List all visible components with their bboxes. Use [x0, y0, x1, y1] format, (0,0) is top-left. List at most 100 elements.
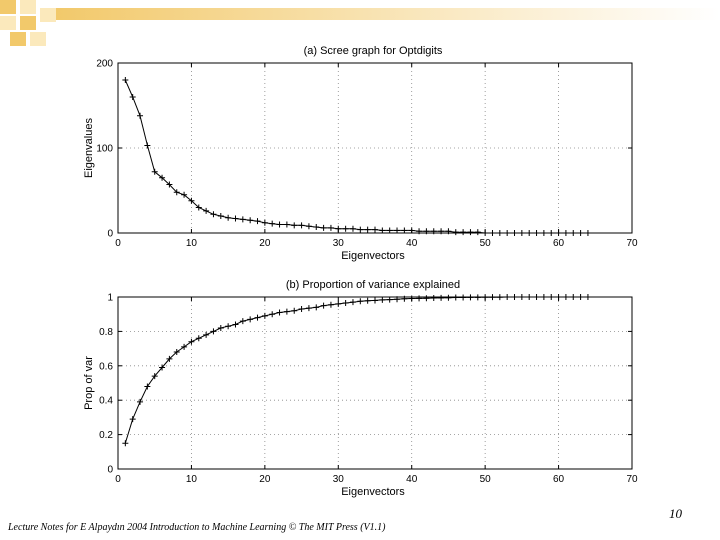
data-point-marker [225, 214, 232, 221]
data-point-marker [416, 228, 423, 235]
data-point-marker [159, 364, 166, 371]
data-point-marker [298, 306, 305, 313]
x-tick-label: 10 [186, 238, 198, 249]
data-point-marker [261, 312, 268, 319]
x-tick-label: 50 [480, 474, 492, 485]
data-point-marker [283, 308, 290, 315]
data-point-marker [327, 224, 334, 231]
decor-square [0, 16, 16, 30]
data-point-marker [129, 416, 136, 423]
x-tick-label: 70 [626, 238, 638, 249]
y-tick-label: 1 [107, 293, 113, 304]
data-point-marker [298, 222, 305, 229]
data-point-marker [533, 294, 540, 300]
x-axis-label: Eigenvectors [341, 486, 405, 498]
decor-square [20, 0, 36, 14]
data-point-marker [526, 230, 533, 236]
x-tick-label: 60 [553, 474, 565, 485]
data-point-marker [217, 213, 224, 219]
data-point-marker [584, 230, 591, 236]
data-point-marker [445, 228, 452, 235]
data-point-marker [401, 227, 408, 234]
scree-graph-chart: 0 10 20 30 40 50 60 70 0 100 200 (a) Scree graph fo… [83, 45, 638, 262]
data-point-marker [408, 295, 415, 302]
data-point-marker [217, 324, 224, 331]
x-tick-label: 20 [259, 474, 271, 485]
chart-title: (b) Proportion of variance explained [286, 279, 460, 291]
data-point-marker [320, 224, 327, 231]
data-point-marker [386, 227, 393, 234]
data-point-marker [159, 174, 166, 181]
data-point-marker [269, 220, 276, 227]
decor-square [10, 32, 26, 46]
data-point-marker [511, 294, 518, 300]
x-tick-label: 40 [406, 474, 418, 485]
data-point-marker [364, 226, 371, 233]
data-point-marker [173, 189, 180, 196]
data-point-marker [232, 215, 239, 222]
data-point-marker [408, 227, 415, 234]
data-point-marker [327, 301, 334, 308]
data-point-marker [555, 294, 562, 300]
x-tick-label: 60 [553, 238, 565, 249]
data-point-marker [401, 295, 408, 302]
data-point-marker [394, 296, 401, 303]
data-point-marker [269, 311, 276, 318]
data-point-marker [474, 229, 481, 236]
decor-square [0, 0, 16, 14]
data-point-marker [489, 294, 496, 301]
data-point-marker [577, 294, 584, 300]
data-point-marker [349, 225, 356, 232]
data-point-marker [247, 316, 254, 323]
x-axis-label: Eigenvectors [341, 250, 405, 262]
data-point-marker [239, 318, 246, 325]
data-point-marker [584, 294, 591, 300]
data-point-marker [570, 294, 577, 300]
decor-square [40, 8, 56, 22]
y-tick-label: 0.6 [99, 361, 113, 372]
data-point-marker [526, 294, 533, 300]
x-tick-label: 10 [186, 474, 198, 485]
data-point-marker [452, 229, 459, 236]
data-point-marker [151, 168, 158, 175]
y-axis-label: Eigenvalues [83, 118, 95, 178]
data-point-marker [357, 298, 364, 305]
data-point-marker [570, 230, 577, 236]
data-point-marker [438, 294, 445, 301]
data-point-marker [320, 302, 327, 309]
data-point-marker [254, 314, 261, 321]
decor-square [30, 32, 46, 46]
data-point-marker [137, 398, 144, 405]
data-point-marker [504, 294, 511, 300]
data-point-marker [372, 297, 378, 304]
data-point-marker [137, 112, 144, 119]
data-point-marker [144, 383, 151, 390]
data-point-marker [210, 328, 217, 335]
data-point-marker [430, 228, 437, 235]
data-point-marker [122, 440, 129, 447]
data-point-marker [445, 294, 452, 301]
y-tick-label: 0 [107, 229, 113, 240]
x-tick-label: 30 [333, 238, 345, 249]
plot-frame [117, 296, 633, 470]
data-point-marker [203, 207, 210, 214]
data-point-marker [129, 94, 136, 100]
data-point-marker [166, 355, 173, 362]
data-point-marker [496, 230, 503, 236]
data-point-marker [518, 230, 525, 236]
data-point-marker [254, 218, 261, 225]
y-tick-label: 200 [96, 59, 113, 70]
series-line [124, 79, 588, 234]
data-point-marker [482, 294, 489, 301]
data-point-marker [261, 219, 268, 226]
data-point-marker [489, 230, 496, 236]
y-tick-label: 0 [107, 465, 113, 476]
data-point-marker [474, 294, 481, 301]
data-point-marker [349, 299, 356, 306]
data-point-marker [372, 226, 378, 233]
chart-title: (a) Scree graph for Optdigits [304, 45, 443, 57]
data-point-marker [540, 294, 547, 300]
data-point-marker [144, 142, 151, 149]
x-tick-label: 0 [115, 474, 121, 485]
